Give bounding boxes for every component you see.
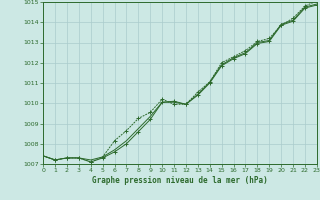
X-axis label: Graphe pression niveau de la mer (hPa): Graphe pression niveau de la mer (hPa): [92, 176, 268, 185]
